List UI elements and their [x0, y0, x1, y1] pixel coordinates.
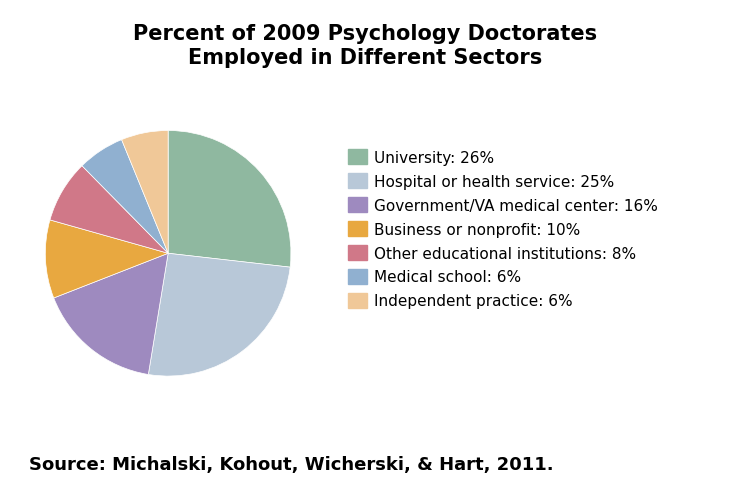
Wedge shape — [45, 221, 168, 298]
Text: Percent of 2009 Psychology Doctorates
Employed in Different Sectors: Percent of 2009 Psychology Doctorates Em… — [134, 24, 597, 67]
Wedge shape — [50, 166, 168, 254]
Wedge shape — [168, 131, 291, 267]
Wedge shape — [148, 254, 290, 376]
Wedge shape — [121, 131, 168, 254]
Wedge shape — [54, 254, 168, 375]
Legend: University: 26%, Hospital or health service: 25%, Government/VA medical center: : University: 26%, Hospital or health serv… — [344, 145, 663, 313]
Text: Source: Michalski, Kohout, Wicherski, & Hart, 2011.: Source: Michalski, Kohout, Wicherski, & … — [29, 455, 554, 473]
Wedge shape — [82, 141, 168, 254]
